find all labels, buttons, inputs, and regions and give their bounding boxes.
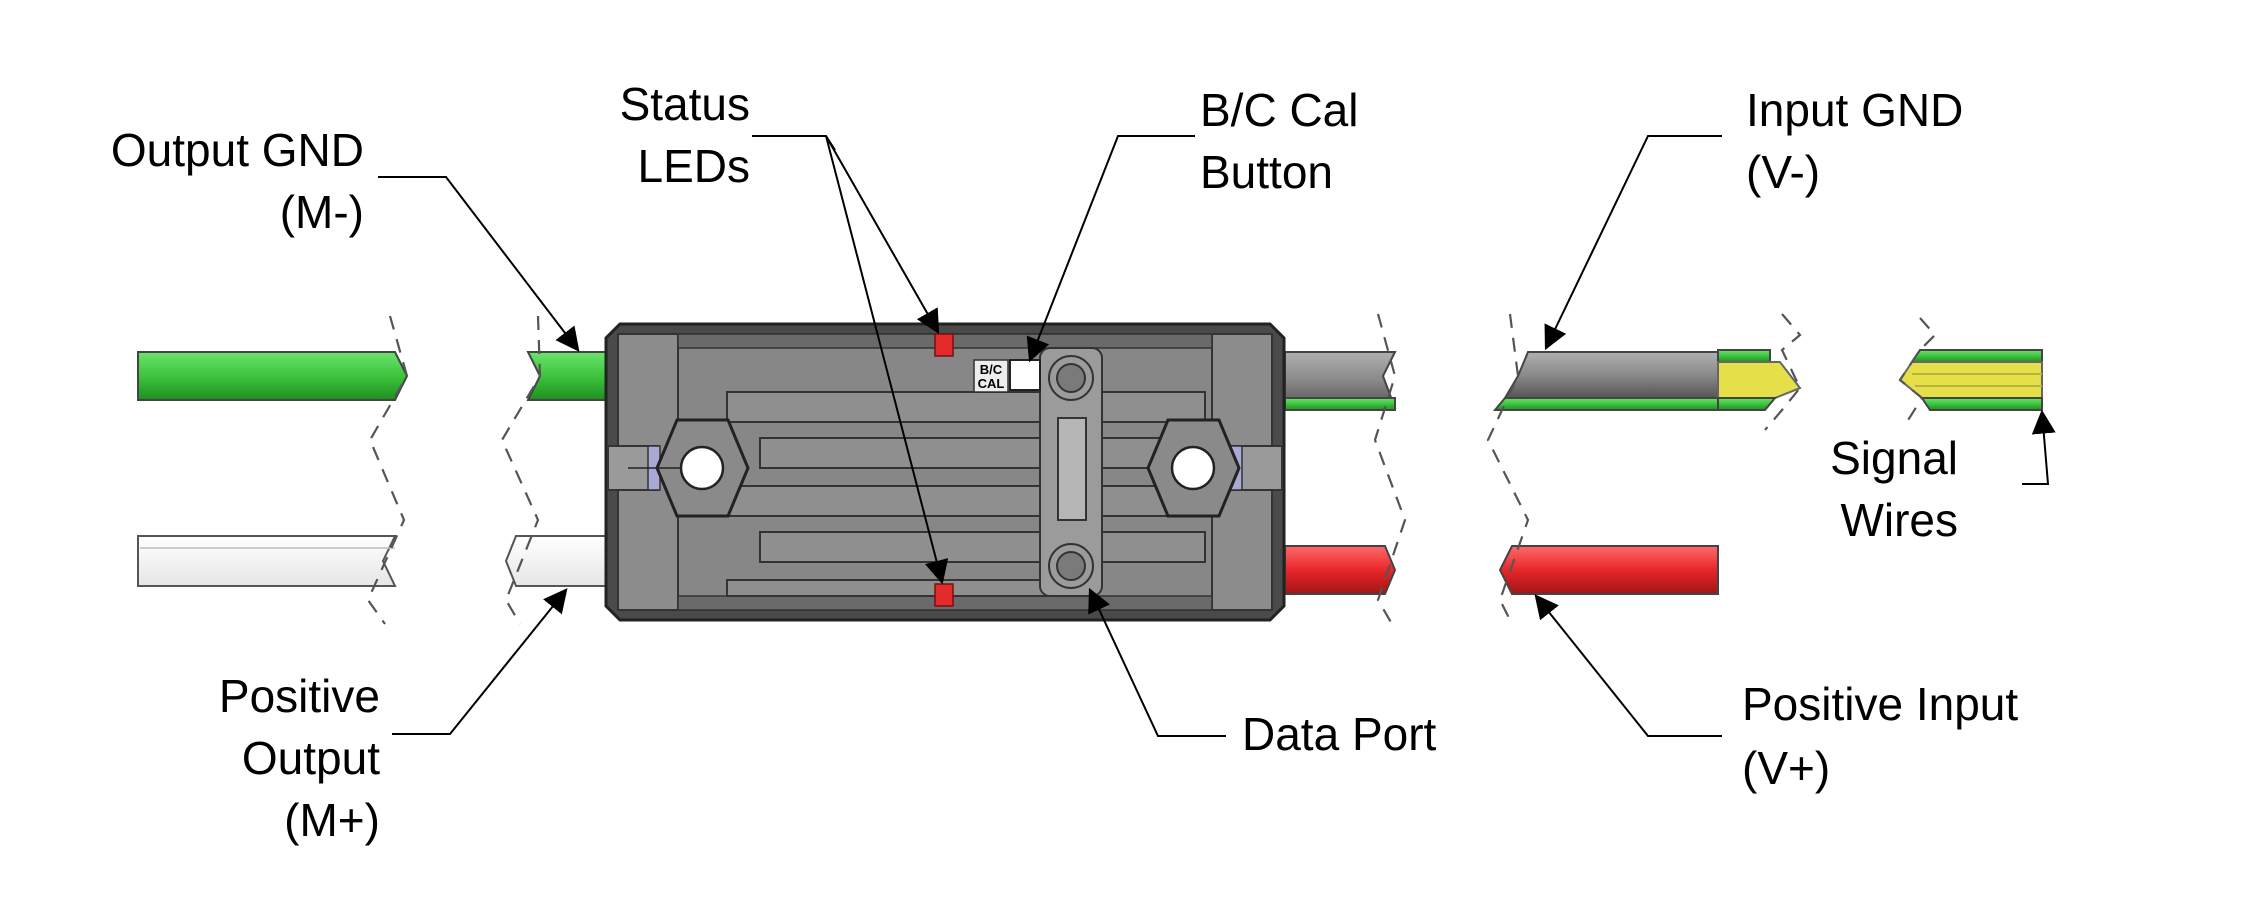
leader-bc-cal bbox=[1026, 135, 1195, 363]
status-led-bottom bbox=[934, 583, 954, 607]
wire-break-right-b bbox=[1486, 313, 1530, 625]
label-input-gnd: Input GND (V-) bbox=[1746, 84, 1963, 198]
label-positive-output-line2: Output bbox=[242, 732, 380, 784]
bc-cal-marking-line2: CAL bbox=[978, 376, 1005, 391]
label-status-leds: Status LEDs bbox=[620, 78, 750, 192]
leader-input-gnd bbox=[1544, 135, 1722, 351]
wire-break-right-a bbox=[1373, 313, 1407, 625]
label-output-gnd-line2: (M-) bbox=[280, 186, 364, 238]
label-input-gnd-line1: Input GND bbox=[1746, 84, 1963, 136]
signal-wire-bundle-far bbox=[1898, 349, 2043, 411]
wire-break-left-b bbox=[500, 315, 542, 625]
label-bc-cal-button: B/C Cal Button bbox=[1200, 84, 1358, 198]
label-positive-output-line3: (M+) bbox=[284, 794, 380, 846]
data-port-column bbox=[1039, 347, 1103, 597]
leader-positive-output bbox=[392, 588, 568, 735]
label-signal-wires-line2: Wires bbox=[1840, 494, 1958, 546]
label-positive-input-line2: (V+) bbox=[1742, 742, 1830, 794]
leader-status-led-bottom bbox=[825, 135, 949, 585]
positive-input-wire bbox=[1284, 545, 1719, 595]
bc-cal-marking-line1: B/C bbox=[980, 362, 1003, 377]
label-input-gnd-line2: (V-) bbox=[1746, 146, 1820, 198]
hex-nut-icon bbox=[607, 418, 750, 518]
leader-status-led-top bbox=[752, 135, 940, 335]
output-gnd-wire-left bbox=[137, 351, 613, 401]
leader-output-gnd bbox=[378, 176, 580, 352]
label-bc-cal-line2: Button bbox=[1200, 146, 1333, 198]
label-data-port: Data Port bbox=[1242, 708, 1437, 760]
positive-output-wire-left bbox=[137, 535, 613, 587]
label-positive-input-line1: Positive Input bbox=[1742, 678, 2018, 730]
signal-wire-bundle-near bbox=[1492, 349, 1802, 411]
leader-data-port bbox=[1088, 587, 1226, 737]
leader-status-led-bottom-b bbox=[825, 135, 836, 151]
label-positive-input: Positive Input (V+) bbox=[1742, 678, 2018, 794]
input-gnd-wire bbox=[1284, 351, 1719, 411]
leader-positive-input bbox=[1534, 594, 1722, 737]
label-output-gnd: Output GND (M-) bbox=[111, 124, 364, 238]
bc-cal-button[interactable] bbox=[1009, 359, 1041, 391]
screw-icon bbox=[1048, 355, 1094, 589]
hex-nut-icon bbox=[1146, 418, 1283, 518]
wire-break-signal-a bbox=[1764, 313, 1802, 431]
bc-cal-marking-bg bbox=[973, 359, 1009, 393]
label-status-leds-line2: LEDs bbox=[638, 140, 750, 192]
label-signal-wires-line1: Signal bbox=[1830, 432, 1958, 484]
label-signal-wires: Signal Wires bbox=[1830, 432, 1958, 546]
leader-signal-wires bbox=[2022, 409, 2056, 485]
wire-break-left-a bbox=[366, 315, 409, 625]
label-bc-cal-line1: B/C Cal bbox=[1200, 84, 1358, 136]
label-positive-output: Positive Output (M+) bbox=[219, 670, 380, 846]
label-output-gnd-line1: Output GND bbox=[111, 124, 364, 176]
label-status-leds-line1: Status bbox=[620, 78, 750, 130]
wire-break-signal-b bbox=[1898, 317, 1937, 426]
label-positive-output-line1: Positive bbox=[219, 670, 380, 722]
status-led-top bbox=[934, 333, 954, 357]
